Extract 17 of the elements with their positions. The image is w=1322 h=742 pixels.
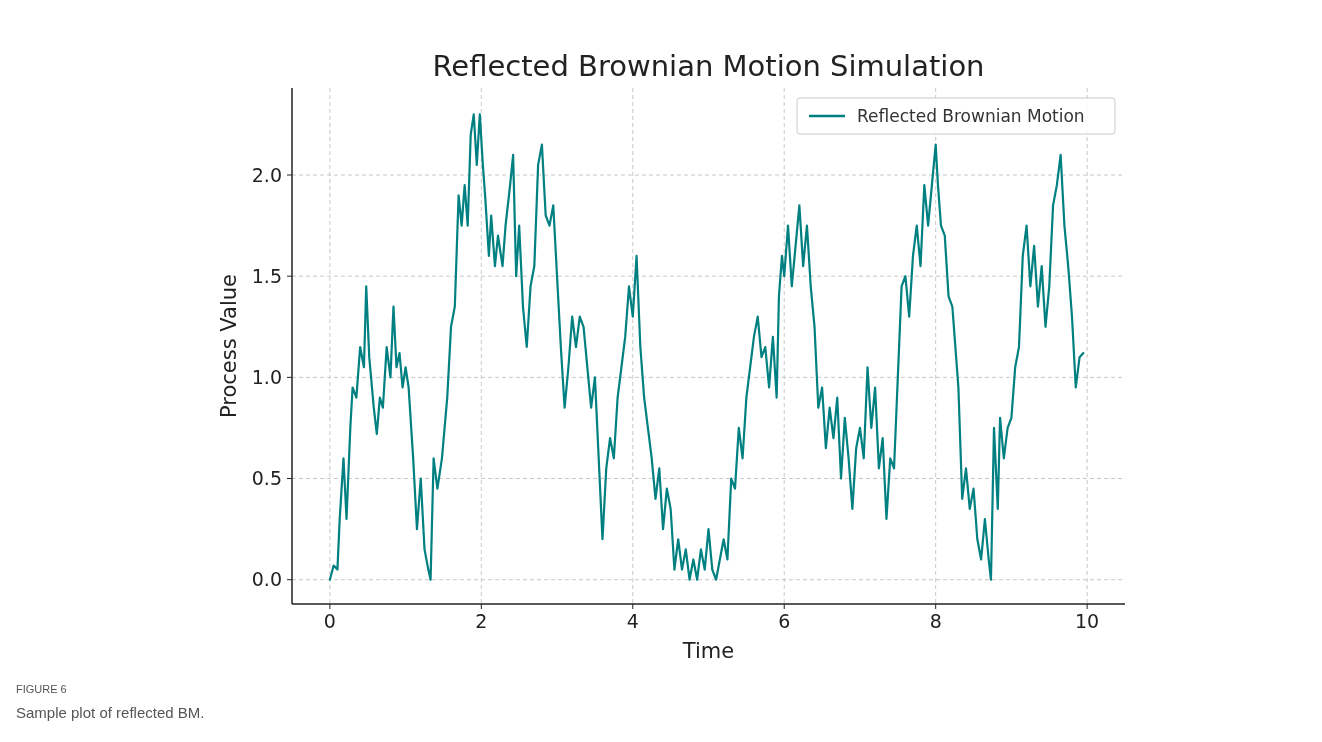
x-axis-title: Time [681,639,735,663]
chart-title: Reflected Brownian Motion Simulation [432,49,985,83]
text: Sample plot of reflected BM. [16,704,205,721]
x-tick-label: 0 [323,610,336,632]
x-tick-label: 8 [929,610,942,632]
y-tick-label: 1.0 [251,366,282,389]
x-tick-label: 2 [475,610,488,632]
x-tick-label: 6 [778,610,791,632]
caption: FIGURE 6 [16,683,67,695]
y-axis-title: Process Value [217,273,241,419]
y-tick-label: 0.5 [251,467,282,490]
x-tick-label: 10 [1075,610,1100,632]
y-tick-label: 2.0 [251,163,282,186]
y-tick-label: 1.5 [251,264,282,287]
y-tick-label: 0.0 [251,568,282,591]
legend-label: Reflected Brownian Motion [857,105,1085,126]
x-tick-label: 4 [626,610,639,632]
